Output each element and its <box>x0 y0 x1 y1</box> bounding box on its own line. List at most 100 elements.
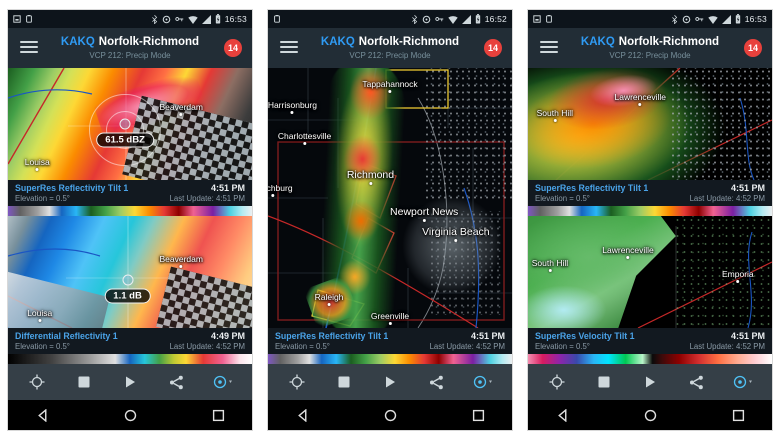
terrain-speckle <box>424 68 512 204</box>
city-name: Richmond <box>346 169 395 182</box>
recents-button[interactable] <box>463 403 493 427</box>
phone-screenshot-3: 16:53 KAKQ Norfolk-Richmond VCP 212: Prec… <box>528 10 772 430</box>
notification-icons <box>533 15 553 23</box>
radar-panel-differential-reflectivity[interactable]: 1.1 dB Beaverdam Louisa <box>8 216 252 328</box>
back-button[interactable] <box>287 403 317 427</box>
station-id: KAKQ <box>60 36 95 49</box>
bluetooth-icon <box>151 14 158 24</box>
play-button[interactable] <box>113 368 147 396</box>
battery-icon <box>735 14 741 24</box>
product-title: Differential Reflectivity 1 <box>15 331 118 341</box>
battery-icon <box>215 14 221 24</box>
data-circle-icon <box>682 15 691 24</box>
city-marker-dot <box>179 113 183 117</box>
radar-toolbar <box>268 364 512 400</box>
radar-toolbar <box>8 364 252 400</box>
warning-count-badge[interactable]: 14 <box>484 39 502 57</box>
status-bar: 16:53 <box>528 10 772 28</box>
play-button[interactable] <box>373 368 407 396</box>
back-button[interactable] <box>547 403 577 427</box>
product-title: SuperRes Velocity Tilt 1 <box>535 331 635 341</box>
city-name: South Hill <box>531 258 569 269</box>
city-marker-dot <box>271 194 275 198</box>
menu-icon[interactable] <box>540 41 558 53</box>
city-label: South Hill <box>537 108 573 123</box>
warning-count-badge[interactable]: 14 <box>744 39 762 57</box>
city-name: Lynchburg <box>268 183 293 194</box>
wifi-icon <box>708 15 718 24</box>
station-id: KAKQ <box>320 36 355 49</box>
status-bar: 16:52 <box>268 10 512 28</box>
city-name: Charlottesville <box>277 131 332 142</box>
key-icon <box>435 15 444 23</box>
radar-select-button[interactable] <box>206 368 240 396</box>
dbz-readout: 61.5 dBZ <box>96 132 154 148</box>
product-time: 4:51 PM <box>730 183 765 193</box>
city-name: Beaverdam <box>159 253 203 264</box>
city-label: Tappahannock <box>362 79 418 94</box>
gps-locate-button[interactable] <box>540 368 574 396</box>
stop-button[interactable] <box>67 368 101 396</box>
radar-map-view[interactable]: Tappahannock Harrisonburg Charlottesvill… <box>268 68 512 328</box>
radar-panel-velocity[interactable]: South Hill Lawrenceville Emporia <box>528 216 772 328</box>
city-marker-dot <box>38 318 42 322</box>
menu-icon[interactable] <box>20 41 38 53</box>
menu-icon[interactable] <box>280 41 298 53</box>
stop-button[interactable] <box>587 368 621 396</box>
city-label: Lynchburg <box>268 183 293 198</box>
city-marker-dot <box>303 142 307 146</box>
status-icons: 16:52 <box>411 14 507 24</box>
app-bar: KAKQ Norfolk-Richmond VCP 212: Precip Mod… <box>268 28 512 68</box>
play-button[interactable] <box>633 368 667 396</box>
radar-select-button[interactable] <box>726 368 760 396</box>
velocity-color-scale <box>528 354 772 364</box>
radar-toolbar <box>528 364 772 400</box>
phone-screenshot-1: 16:53 KAKQ Norfolk-Richmond VCP 212: Prec… <box>8 10 252 430</box>
city-name: Beaverdam <box>159 102 203 113</box>
terrain-speckle <box>669 68 772 180</box>
range-ring <box>89 93 162 166</box>
city-marker-dot <box>736 280 740 284</box>
last-update-label: Last Update: 4:52 PM <box>429 342 505 351</box>
home-button[interactable] <box>115 403 145 427</box>
inspection-marker[interactable] <box>119 118 131 130</box>
radar-select-button[interactable] <box>466 368 500 396</box>
home-button[interactable] <box>375 403 405 427</box>
warning-count-badge[interactable]: 14 <box>224 39 242 57</box>
inspection-marker[interactable] <box>122 274 134 286</box>
last-update-label: Last Update: 4:51 PM <box>169 194 245 203</box>
city-marker-dot <box>327 303 331 307</box>
share-icon[interactable] <box>679 368 713 396</box>
station-id: KAKQ <box>580 36 615 49</box>
city-label: Richmond <box>346 169 395 186</box>
city-marker-dot <box>179 264 183 268</box>
android-nav-bar <box>528 400 772 430</box>
city-name: Lawrenceville <box>602 244 654 255</box>
notification-icon <box>13 15 21 23</box>
share-icon[interactable] <box>419 368 453 396</box>
radar-panel-reflectivity[interactable]: 61.5 dBZ Beaverdam Louisa <box>8 68 252 180</box>
product-label-bar: SuperRes Reflectivity Tilt 1 Elevation = … <box>528 180 772 206</box>
product-label-bar: SuperRes Reflectivity Tilt 1 Elevation = … <box>8 180 252 206</box>
stop-button[interactable] <box>327 368 361 396</box>
elevation-label: Elevation = 0.5° <box>15 342 70 351</box>
home-button[interactable] <box>635 403 665 427</box>
bluetooth-icon <box>411 14 418 24</box>
product-time: 4:51 PM <box>210 183 245 193</box>
gps-locate-button[interactable] <box>280 368 314 396</box>
back-button[interactable] <box>27 403 57 427</box>
app-bar: KAKQ Norfolk-Richmond VCP 212: Precip Mod… <box>8 28 252 68</box>
notification-icons <box>13 15 33 23</box>
key-icon <box>175 15 184 23</box>
city-marker-dot <box>422 218 426 222</box>
city-name: Harrisonburg <box>268 100 317 110</box>
recents-button[interactable] <box>723 403 753 427</box>
city-name: Raleigh <box>314 292 344 303</box>
product-label-bar: SuperRes Reflectivity Tilt 1 Elevation = … <box>268 328 512 354</box>
last-update-label: Last Update: 4:52 PM <box>169 342 245 351</box>
recents-button[interactable] <box>203 403 233 427</box>
share-icon[interactable] <box>159 368 193 396</box>
gps-locate-button[interactable] <box>20 368 54 396</box>
radar-panel-reflectivity[interactable]: South Hill Lawrenceville <box>528 68 772 180</box>
